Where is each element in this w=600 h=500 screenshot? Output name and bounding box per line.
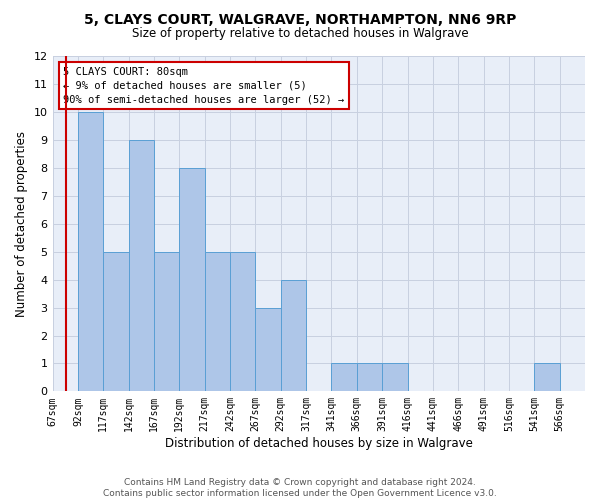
Text: 5 CLAYS COURT: 80sqm
← 9% of detached houses are smaller (5)
90% of semi-detache: 5 CLAYS COURT: 80sqm ← 9% of detached ho… xyxy=(63,66,344,104)
X-axis label: Distribution of detached houses by size in Walgrave: Distribution of detached houses by size … xyxy=(165,437,473,450)
Bar xyxy=(382,364,407,392)
Bar xyxy=(281,280,306,392)
Bar xyxy=(154,252,179,392)
Bar xyxy=(230,252,256,392)
Text: 5, CLAYS COURT, WALGRAVE, NORTHAMPTON, NN6 9RP: 5, CLAYS COURT, WALGRAVE, NORTHAMPTON, N… xyxy=(84,12,516,26)
Bar xyxy=(128,140,154,392)
Bar xyxy=(331,364,357,392)
Bar xyxy=(357,364,382,392)
Y-axis label: Number of detached properties: Number of detached properties xyxy=(15,131,28,317)
Bar xyxy=(103,252,128,392)
Bar xyxy=(256,308,281,392)
Text: Size of property relative to detached houses in Walgrave: Size of property relative to detached ho… xyxy=(131,28,469,40)
Text: Contains HM Land Registry data © Crown copyright and database right 2024.
Contai: Contains HM Land Registry data © Crown c… xyxy=(103,478,497,498)
Bar xyxy=(179,168,205,392)
Bar xyxy=(534,364,560,392)
Bar xyxy=(205,252,230,392)
Bar xyxy=(78,112,103,392)
